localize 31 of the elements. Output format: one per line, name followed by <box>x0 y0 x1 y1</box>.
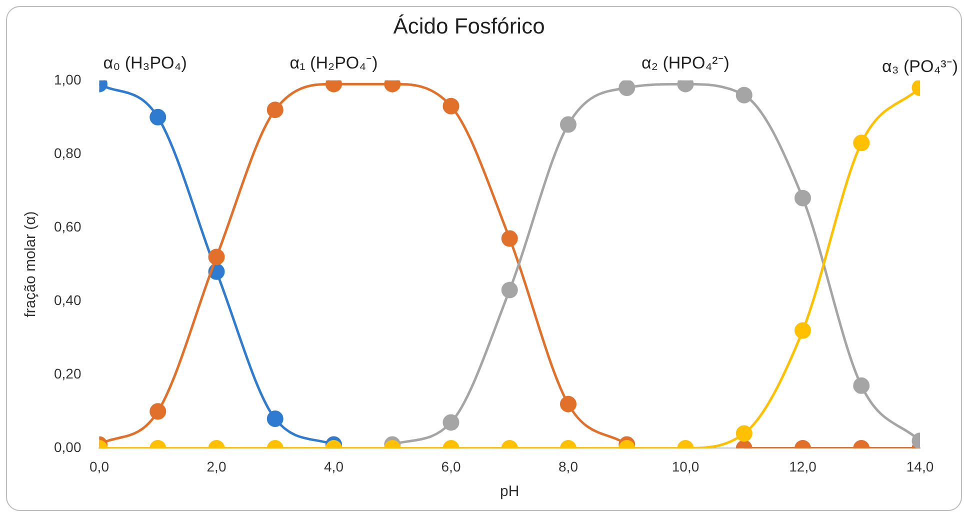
series-label: α₁ (H₂PO₄⁻) <box>290 53 378 72</box>
point <box>150 108 166 126</box>
x-axis-title: pH <box>500 483 520 500</box>
point <box>618 80 636 96</box>
x-tick-label: 14,0 <box>906 458 934 474</box>
point <box>560 116 576 133</box>
y-tick-label: 0,60 <box>54 218 82 234</box>
point <box>501 230 518 247</box>
y-tick-label: 0,40 <box>54 292 82 308</box>
series-label: α₃ (PO₄³⁻) <box>882 56 958 76</box>
series-label: α₂ (HPO₄²⁻) <box>642 53 730 72</box>
point <box>442 98 460 114</box>
x-tick-label: 4,0 <box>324 458 344 474</box>
x-tick-label: 0,0 <box>90 458 110 474</box>
series-label: α₀ (H₃PO₄) <box>103 53 187 72</box>
point <box>736 86 752 104</box>
y-tick-label: 0,20 <box>54 366 82 382</box>
x-tick-label: 12,0 <box>789 458 817 474</box>
point <box>794 190 811 206</box>
y-tick-label: 0,00 <box>54 439 82 456</box>
x-tick-label: 2,0 <box>206 458 226 474</box>
point <box>208 248 225 266</box>
chart-title: Ácido Fosfórico <box>393 13 545 38</box>
x-tick-label: 8,0 <box>558 458 578 474</box>
point <box>266 102 284 118</box>
y-tick-label: 0,80 <box>54 144 82 161</box>
y-tick-label: 1,00 <box>54 71 82 88</box>
x-tick-label: 10,0 <box>672 458 700 474</box>
point <box>853 134 870 152</box>
y-axis-title: fração molar (α) <box>22 211 40 318</box>
x-tick-label: 6,0 <box>441 458 461 474</box>
